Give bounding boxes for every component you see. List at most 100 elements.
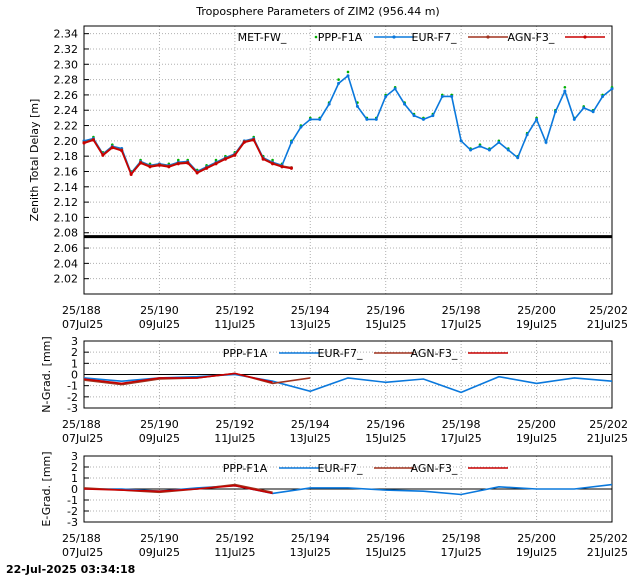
y-tick-label: 2.14 [54, 181, 79, 194]
data-point [506, 148, 510, 152]
data-point [553, 110, 557, 114]
x-tick-date: 15Jul25 [365, 432, 406, 445]
x-tick-date: 21Jul25 [587, 546, 628, 559]
data-point [101, 153, 105, 157]
x-tick-date: 11Jul25 [214, 432, 255, 445]
x-tick-label: 25/188 [62, 532, 101, 545]
data-point [355, 104, 359, 108]
data-point [478, 144, 482, 148]
data-point [289, 140, 293, 144]
data-point [242, 140, 246, 144]
series-line [83, 484, 273, 495]
x-tick-date: 13Jul25 [290, 546, 331, 559]
x-tick-label: 25/190 [140, 304, 179, 317]
data-point [129, 173, 133, 177]
x-tick-label: 25/188 [62, 418, 101, 431]
legend-label: AGN-F3_ [508, 31, 555, 44]
y-tick-label: 2 [71, 461, 78, 474]
legend-label: EUR-F7_ [412, 31, 457, 44]
data-point [139, 161, 143, 165]
y-tick-label: 2 [71, 346, 78, 359]
y-tick-label: -2 [67, 391, 78, 404]
data-point [393, 87, 397, 91]
series-line [83, 372, 273, 385]
x-tick-date: 07Jul25 [62, 318, 103, 331]
series-line [83, 138, 292, 176]
data-point [440, 94, 444, 98]
data-point [572, 117, 576, 121]
legend-marker [486, 35, 490, 39]
x-tick-date: 19Jul25 [516, 432, 557, 445]
y-tick-label: 2.06 [54, 242, 79, 255]
x-tick-date: 11Jul25 [214, 546, 255, 559]
data-point [299, 125, 303, 129]
y-tick-label: 2.02 [54, 273, 79, 286]
legend-swatch [314, 35, 318, 39]
data-point [421, 117, 425, 121]
series-line [83, 74, 613, 175]
y-tick-label: 2.16 [54, 165, 79, 178]
y-tick-label: 2.10 [54, 211, 79, 224]
y-tick-label: -2 [67, 505, 78, 518]
data-point [346, 70, 350, 74]
plot-frame [83, 340, 613, 409]
x-tick-label: 25/198 [442, 418, 481, 431]
y-axis-label: E-Grad. [mm] [40, 451, 53, 526]
x-tick-label: 25/198 [442, 532, 481, 545]
y-tick-label: 2.28 [54, 74, 79, 87]
x-tick-date: 15Jul25 [365, 318, 406, 331]
x-tick-label: 25/196 [366, 532, 405, 545]
data-point [591, 110, 595, 114]
chart-title: Troposphere Parameters of ZIM2 (956.44 m… [195, 5, 439, 18]
data-point [535, 117, 539, 121]
data-point [469, 148, 473, 152]
x-tick-date: 09Jul25 [139, 318, 180, 331]
y-tick-label: 2.08 [54, 227, 79, 240]
x-tick-label: 25/200 [517, 304, 556, 317]
y-tick-label: -1 [67, 380, 78, 393]
x-tick-date: 17Jul25 [441, 432, 482, 445]
data-point [167, 165, 171, 169]
data-point [271, 162, 275, 166]
y-tick-label: -1 [67, 494, 78, 507]
y-tick-label: 0 [71, 369, 78, 382]
data-point [516, 156, 520, 160]
data-point [157, 163, 161, 167]
x-tick-label: 25/192 [216, 418, 255, 431]
data-point [252, 138, 256, 142]
x-tick-date: 07Jul25 [62, 546, 103, 559]
data-point [82, 141, 86, 145]
data-point [176, 158, 180, 162]
y-tick-label: 2.30 [54, 58, 79, 71]
x-tick-date: 13Jul25 [290, 432, 331, 445]
y-tick-label: 2.24 [54, 104, 79, 117]
x-tick-date: 19Jul25 [516, 318, 557, 331]
data-point [610, 87, 614, 91]
legend-label: PPP-F1A [223, 347, 268, 360]
y-tick-label: 2.20 [54, 135, 79, 148]
y-axis-label: Zenith Total Delay [m] [28, 99, 41, 222]
data-point [195, 171, 199, 175]
x-tick-label: 25/194 [291, 418, 330, 431]
x-tick-label: 25/196 [366, 304, 405, 317]
data-point [318, 117, 322, 121]
y-tick-label: 2.34 [54, 28, 79, 41]
x-tick-label: 25/190 [140, 418, 179, 431]
data-point [403, 102, 407, 106]
legend-label: AGN-F3_ [411, 462, 458, 475]
data-point [582, 106, 586, 110]
data-point [365, 117, 369, 121]
y-tick-label: 1 [71, 357, 78, 370]
x-tick-label: 25/192 [216, 304, 255, 317]
y-tick-label: 3 [71, 335, 78, 348]
x-tick-date: 13Jul25 [290, 318, 331, 331]
data-point [346, 74, 350, 78]
x-tick-date: 21Jul25 [587, 432, 628, 445]
legend-label: AGN-F3_ [411, 347, 458, 360]
data-point [233, 153, 237, 157]
data-point [431, 114, 435, 118]
y-tick-label: 1 [71, 472, 78, 485]
data-point [544, 140, 548, 144]
y-tick-label: 2.22 [54, 120, 79, 133]
